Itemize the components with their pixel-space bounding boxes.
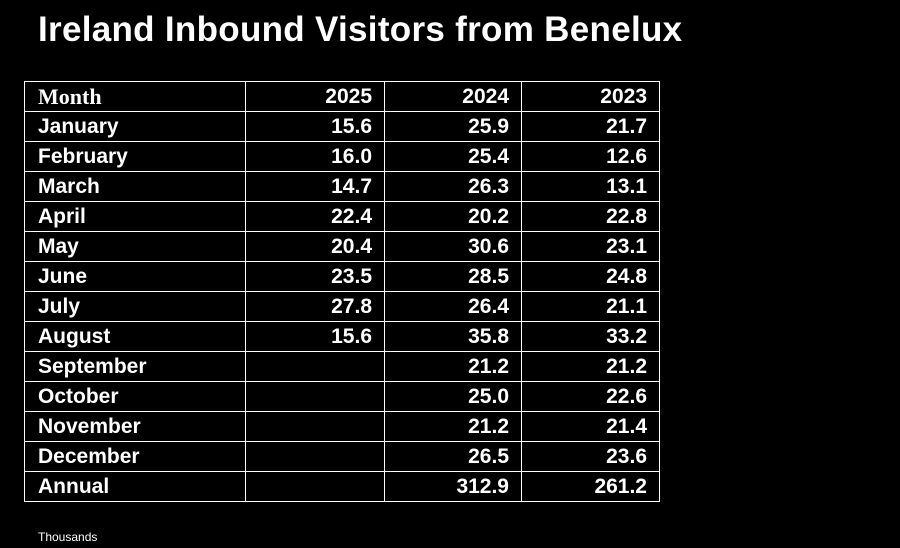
value-cell [245, 381, 385, 412]
table-row: Annual 312.9 261.2 [24, 471, 660, 502]
row-label: February [24, 141, 246, 172]
table-row: August 15.6 35.8 33.2 [24, 321, 660, 352]
table-row: May 20.4 30.6 23.1 [24, 231, 660, 262]
value-cell: 15.6 [245, 111, 385, 142]
value-cell: 14.7 [245, 171, 385, 202]
value-cell: 33.2 [521, 321, 660, 352]
table-body: January 15.6 25.9 21.7 February 16.0 25.4 12.6 M… [24, 111, 660, 502]
value-cell: 21.2 [521, 351, 660, 382]
table-row: February 16.0 25.4 12.6 [24, 141, 660, 172]
data-table: Month 2025 2024 2023 January 15.6 25.9 21.7 Feb… [24, 81, 660, 502]
table-row: December 26.5 23.6 [24, 441, 660, 472]
value-cell: 15.6 [245, 321, 385, 352]
value-cell: 23.1 [521, 231, 660, 262]
row-label: September [24, 351, 246, 382]
value-cell: 24.8 [521, 261, 660, 292]
value-cell: 23.5 [245, 261, 385, 292]
row-label: July [24, 291, 246, 322]
row-label: Annual [24, 471, 246, 502]
title: Ireland Inbound Visitors from Benelux [38, 10, 683, 49]
value-cell: 26.5 [384, 441, 522, 472]
value-cell: 21.4 [521, 411, 660, 442]
header-cell: 2024 [384, 81, 522, 112]
value-cell: 22.4 [245, 201, 385, 232]
table-row: April 22.4 20.2 22.8 [24, 201, 660, 232]
header-cell: 2023 [521, 81, 660, 112]
value-cell: 28.5 [384, 261, 522, 292]
row-label: January [24, 111, 246, 142]
value-cell: 21.1 [521, 291, 660, 322]
value-cell: 12.6 [521, 141, 660, 172]
value-cell: 26.4 [384, 291, 522, 322]
row-label: May [24, 231, 246, 262]
value-cell: 23.6 [521, 441, 660, 472]
row-label: March [24, 171, 246, 202]
value-cell: 16.0 [245, 141, 385, 172]
value-cell: 20.4 [245, 231, 385, 262]
value-cell: 20.2 [384, 201, 522, 232]
table-row: November 21.2 21.4 [24, 411, 660, 442]
table-row: January 15.6 25.9 21.7 [24, 111, 660, 142]
row-label: June [24, 261, 246, 292]
value-cell: 27.8 [245, 291, 385, 322]
value-cell: 25.9 [384, 111, 522, 142]
value-cell: 21.2 [384, 351, 522, 382]
value-cell: 21.7 [521, 111, 660, 142]
value-cell: 13.1 [521, 171, 660, 202]
value-cell: 22.8 [521, 201, 660, 232]
footnote: Thousands [38, 530, 98, 544]
value-cell: 21.2 [384, 411, 522, 442]
header-cell: Month [24, 81, 246, 112]
value-cell: 261.2 [521, 471, 660, 502]
row-label: October [24, 381, 246, 412]
table-row: June 23.5 28.5 24.8 [24, 261, 660, 292]
table-row: July 27.8 26.4 21.1 [24, 291, 660, 322]
value-cell [245, 471, 385, 502]
table-row: October 25.0 22.6 [24, 381, 660, 412]
value-cell [245, 441, 385, 472]
value-cell: 25.0 [384, 381, 522, 412]
value-cell: 25.4 [384, 141, 522, 172]
table-row: September 21.2 21.2 [24, 351, 660, 382]
value-cell [245, 411, 385, 442]
value-cell: 35.8 [384, 321, 522, 352]
header-cell: 2025 [245, 81, 385, 112]
row-label: November [24, 411, 246, 442]
row-label: December [24, 441, 246, 472]
value-cell: 312.9 [384, 471, 522, 502]
row-label: April [24, 201, 246, 232]
value-cell: 26.3 [384, 171, 522, 202]
value-cell [245, 351, 385, 382]
header-row: Month 2025 2024 2023 [24, 81, 660, 112]
table-row: March 14.7 26.3 13.1 [24, 171, 660, 202]
value-cell: 22.6 [521, 381, 660, 412]
value-cell: 30.6 [384, 231, 522, 262]
row-label: August [24, 321, 246, 352]
